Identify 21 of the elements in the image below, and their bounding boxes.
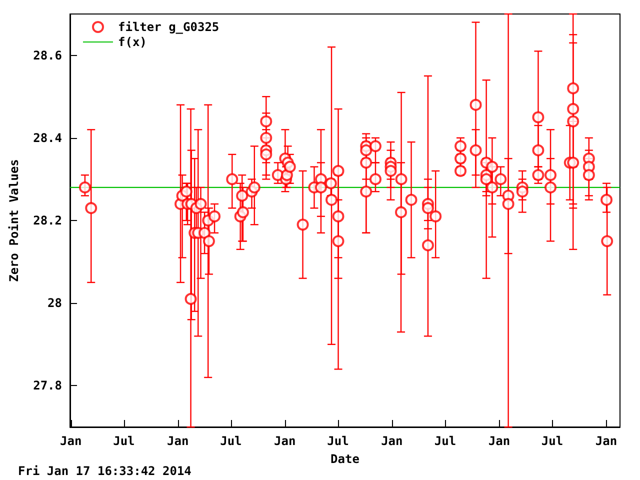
x-tick-label: Jul <box>434 434 456 448</box>
y-tick-label: 28.4 <box>33 130 62 145</box>
x-tick-label: Jan <box>488 434 510 448</box>
x-tick-label: Jan <box>274 434 296 448</box>
y-axis-title: Zero Point Values <box>7 159 21 282</box>
y-tick-label: 28 <box>48 296 62 310</box>
legend-label: f(x) <box>118 35 147 49</box>
x-tick-label: Jul <box>541 434 564 448</box>
y-tick-label: 27.8 <box>33 378 62 393</box>
x-tick-label: Jul <box>220 434 242 448</box>
x-tick-label: Jul <box>113 434 135 448</box>
y-tick-label: 28.6 <box>33 48 62 62</box>
x-axis-title: Date <box>330 452 360 466</box>
y-tick-label: 28.2 <box>33 214 62 228</box>
legend-label: filter g_G0325 <box>118 20 220 34</box>
x-tick-label: Jan <box>381 434 403 448</box>
x-tick-label: Jul <box>327 434 349 448</box>
x-tick-label: Jan <box>595 434 618 448</box>
x-tick-label: Jan <box>60 434 82 448</box>
text: Fri Jan 17 16:33:42 2014 <box>18 464 192 478</box>
x-tick-label: Jan <box>167 434 189 448</box>
